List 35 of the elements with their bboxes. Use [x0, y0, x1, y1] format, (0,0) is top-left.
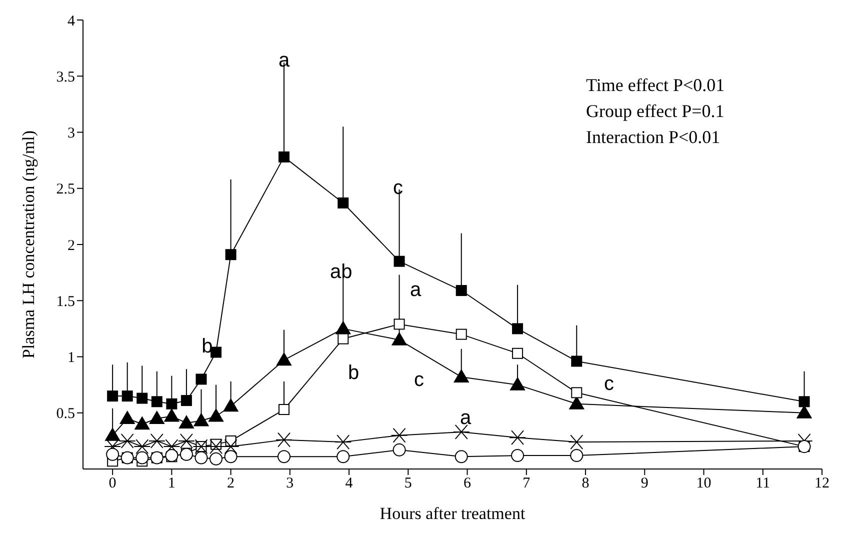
x-axis-title: Hours after treatment: [380, 504, 526, 523]
annotation: Interaction P<0.01: [586, 127, 720, 147]
annotation: a: [278, 49, 290, 72]
x-tick-label: 9: [640, 476, 648, 492]
x-tick-label: 5: [404, 476, 412, 492]
annotation: c: [393, 177, 403, 199]
y-axis-title: Plasma LH concentration (ng/ml): [19, 130, 38, 359]
annotation: ab: [330, 261, 352, 283]
annotation: c: [604, 373, 614, 395]
x-tick-label: 12: [814, 476, 830, 492]
x-tick-label: 6: [464, 476, 472, 492]
y-tick-label: 2.5: [56, 182, 75, 198]
y-tick-label: 0.5: [56, 406, 75, 422]
x-tick-label: 7: [522, 476, 531, 492]
x-tick-label: 3: [286, 476, 294, 492]
y-tick-label: 1: [68, 350, 75, 366]
annotation: a: [460, 407, 472, 429]
x-tick-label: 1: [168, 476, 176, 492]
x-tick-label: 0: [108, 476, 116, 492]
y-tick-label: 1.5: [56, 294, 75, 310]
annotation: c: [414, 369, 424, 391]
y-tick-label: 2: [68, 238, 75, 254]
annotation: Group effect P=0.1: [586, 101, 724, 121]
annotation: Time effect P<0.01: [586, 75, 725, 95]
x-tick-label: 4: [345, 476, 354, 492]
y-tick-label: 3: [68, 126, 75, 142]
x-tick-label: 2: [227, 476, 235, 492]
y-tick-label: 3.5: [56, 69, 75, 86]
x-tick-label: 11: [756, 476, 770, 492]
y-tick-label: 4: [68, 13, 76, 30]
x-tick-label: 10: [696, 476, 712, 492]
x-tick-label: 8: [582, 476, 590, 492]
annotation: b: [202, 336, 213, 358]
annotation: a: [410, 279, 422, 301]
annotation: b: [348, 362, 360, 384]
